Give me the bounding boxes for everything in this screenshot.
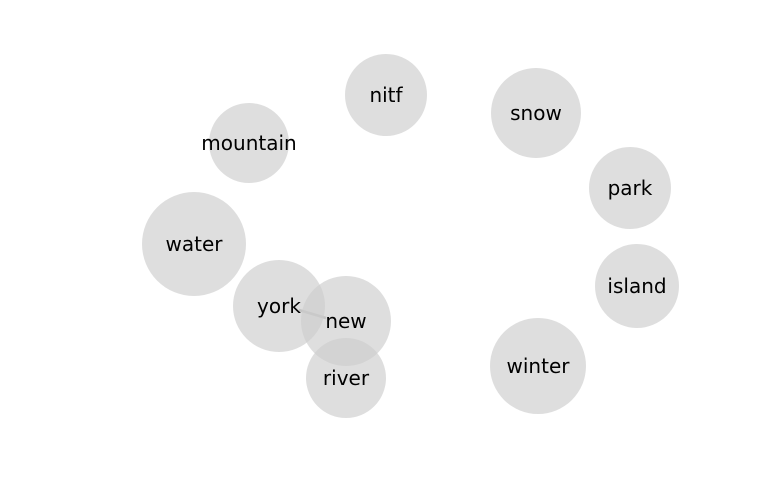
node-snow[interactable]: snow <box>491 68 581 158</box>
node-island[interactable]: island <box>595 244 679 328</box>
node-circle-water <box>142 192 246 296</box>
node-layer: nitf snow mountain park water island yor… <box>142 54 679 418</box>
node-park[interactable]: park <box>589 147 671 229</box>
node-circle-island <box>595 244 679 328</box>
node-circle-mountain <box>209 103 289 183</box>
node-circle-winter <box>490 318 586 414</box>
node-label-river: river <box>323 366 370 390</box>
node-circle-new <box>301 276 391 366</box>
node-circle-snow <box>491 68 581 158</box>
node-winter[interactable]: winter <box>490 318 586 414</box>
node-circle-nitf <box>345 54 427 136</box>
node-circle-river <box>306 338 386 418</box>
node-label-new: new <box>325 309 366 333</box>
node-label-winter: winter <box>507 354 571 378</box>
node-label-island: island <box>607 274 666 298</box>
node-new[interactable]: new <box>301 276 391 366</box>
node-nitf[interactable]: nitf <box>345 54 427 136</box>
node-label-water: water <box>166 232 224 256</box>
node-circle-park <box>589 147 671 229</box>
node-label-nitf: nitf <box>369 83 403 107</box>
node-water[interactable]: water <box>142 192 246 296</box>
node-mountain[interactable]: mountain <box>201 103 297 183</box>
node-label-park: park <box>608 176 653 200</box>
node-label-mountain: mountain <box>201 131 296 155</box>
node-river[interactable]: river <box>306 338 386 418</box>
node-label-snow: snow <box>510 101 562 125</box>
node-label-york: york <box>257 294 301 318</box>
